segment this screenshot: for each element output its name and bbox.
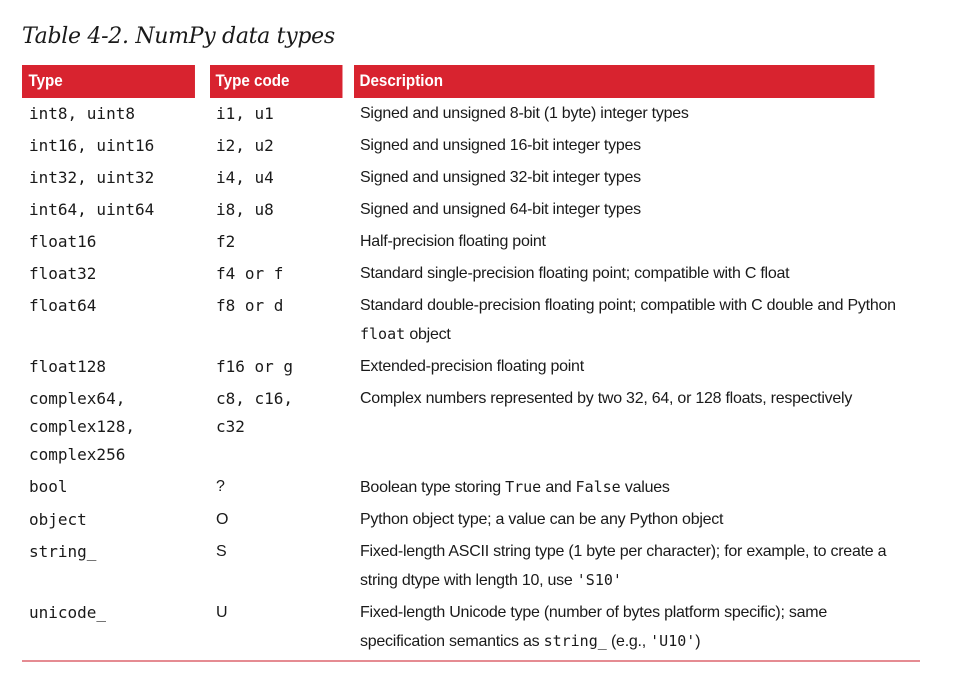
type-code-cell: i1, u1 [216, 104, 274, 123]
table-row: string_ S Fixed-length ASCII string type… [22, 534, 920, 595]
table-row: bool ? Boolean type storing True and Fal… [22, 469, 920, 502]
type-code-cell: i4, u4 [216, 168, 274, 187]
type-cell: object [29, 510, 87, 529]
description-text: object [405, 326, 451, 343]
type-cell: string_ [29, 542, 97, 561]
type-cell: float64 [29, 296, 97, 315]
description-text: ) [695, 633, 701, 650]
type-code-cell: f8 or d [216, 296, 284, 315]
description-text: Fixed-length Unicode type (number of byt… [360, 604, 828, 650]
table-row: float128 f16 or g Extended-precision flo… [22, 349, 920, 381]
type-code-cell: i8, u8 [216, 200, 274, 219]
type-cell: unicode_ [29, 603, 107, 622]
description-text: Signed and unsigned 32-bit integer types [360, 169, 641, 186]
table-row: unicode_ U Fixed-length Unicode type (nu… [22, 595, 920, 656]
description-cell: Standard double-precision floating point… [354, 288, 920, 349]
description-text: Signed and unsigned 64-bit integer types [360, 201, 641, 218]
inline-code: string_ [543, 632, 607, 650]
table-row: complex64, complex128, complex256 c8, c1… [22, 381, 920, 469]
type-cell: complex64, complex128, complex256 [29, 389, 135, 464]
type-code-cell: i2, u2 [216, 136, 274, 155]
description-text: Half-precision floating point [360, 233, 546, 250]
table-row: float32 f4 or f Standard single-precisio… [22, 256, 920, 288]
description-text: and [541, 479, 576, 496]
description-cell: Python object type; a value can be any P… [354, 502, 920, 534]
description-cell: Signed and unsigned 16-bit integer types [354, 128, 920, 160]
description-cell: Fixed-length Unicode type (number of byt… [354, 595, 920, 656]
column-header-type: Type [22, 65, 195, 98]
type-code-cell: O [216, 511, 229, 528]
column-header-description: Description [354, 65, 875, 98]
description-text: Complex numbers represented by two 32, 6… [360, 390, 853, 407]
type-code-cell: S [216, 543, 227, 560]
type-code-cell: f2 [216, 232, 236, 251]
description-cell: Boolean type storing True and False valu… [354, 469, 920, 502]
description-text: (e.g., [606, 633, 651, 650]
type-cell: int32, uint32 [29, 168, 155, 187]
type-code-cell: f16 or g [216, 357, 294, 376]
table-row: float64 f8 or d Standard double-precisio… [22, 288, 920, 349]
type-cell: float16 [29, 232, 97, 251]
table-row: int16, uint16 i2, u2 Signed and unsigned… [22, 128, 920, 160]
type-code-cell: f4 or f [216, 264, 284, 283]
inline-code: True [505, 478, 542, 496]
table-bottom-rule [22, 660, 920, 662]
description-text: Python object type; a value can be any P… [360, 511, 724, 528]
type-cell: int16, uint16 [29, 136, 155, 155]
description-text: Boolean type storing [360, 479, 506, 496]
table-row: int64, uint64 i8, u8 Signed and unsigned… [22, 192, 920, 224]
inline-code: float [360, 325, 406, 343]
description-cell: Signed and unsigned 64-bit integer types [354, 192, 920, 224]
table-row: int32, uint32 i4, u4 Signed and unsigned… [22, 160, 920, 192]
type-cell: float32 [29, 264, 97, 283]
type-cell: int64, uint64 [29, 200, 155, 219]
description-text: Standard double-precision floating point… [360, 297, 896, 314]
description-text: Fixed-length ASCII string type (1 byte p… [360, 543, 887, 589]
description-cell: Extended-precision floating point [354, 349, 920, 381]
description-text: Signed and unsigned 8-bit (1 byte) integ… [360, 105, 689, 122]
type-code-cell: U [216, 604, 228, 621]
type-code-cell: ? [216, 478, 225, 495]
table-row: object O Python object type; a value can… [22, 502, 920, 534]
table-caption: Table 4-2. NumPy data types [22, 24, 335, 49]
inline-code: 'S10' [576, 571, 622, 589]
description-text: Standard single-precision floating point… [360, 265, 790, 282]
inline-code: 'U10' [650, 632, 696, 650]
description-text: values [620, 479, 670, 496]
description-cell: Signed and unsigned 8-bit (1 byte) integ… [354, 98, 920, 128]
numpy-dtypes-table: Type Type code Description int8, uint8 i… [22, 65, 920, 656]
type-cell: int8, uint8 [29, 104, 135, 123]
description-text: Signed and unsigned 16-bit integer types [360, 137, 641, 154]
description-text: Extended-precision floating point [360, 358, 584, 375]
description-cell: Half-precision floating point [354, 224, 920, 256]
header-row: Type Type code Description [22, 65, 920, 98]
description-cell: Complex numbers represented by two 32, 6… [354, 381, 920, 469]
description-cell: Standard single-precision floating point… [354, 256, 920, 288]
type-code-cell: c8, c16, c32 [216, 389, 294, 436]
table-row: float16 f2 Half-precision floating point [22, 224, 920, 256]
type-cell: bool [29, 477, 68, 496]
type-cell: float128 [29, 357, 107, 376]
description-cell: Signed and unsigned 32-bit integer types [354, 160, 920, 192]
description-cell: Fixed-length ASCII string type (1 byte p… [354, 534, 920, 595]
column-header-type-code: Type code [210, 65, 343, 98]
table-row: int8, uint8 i1, u1 Signed and unsigned 8… [22, 98, 920, 128]
inline-code: False [575, 478, 621, 496]
